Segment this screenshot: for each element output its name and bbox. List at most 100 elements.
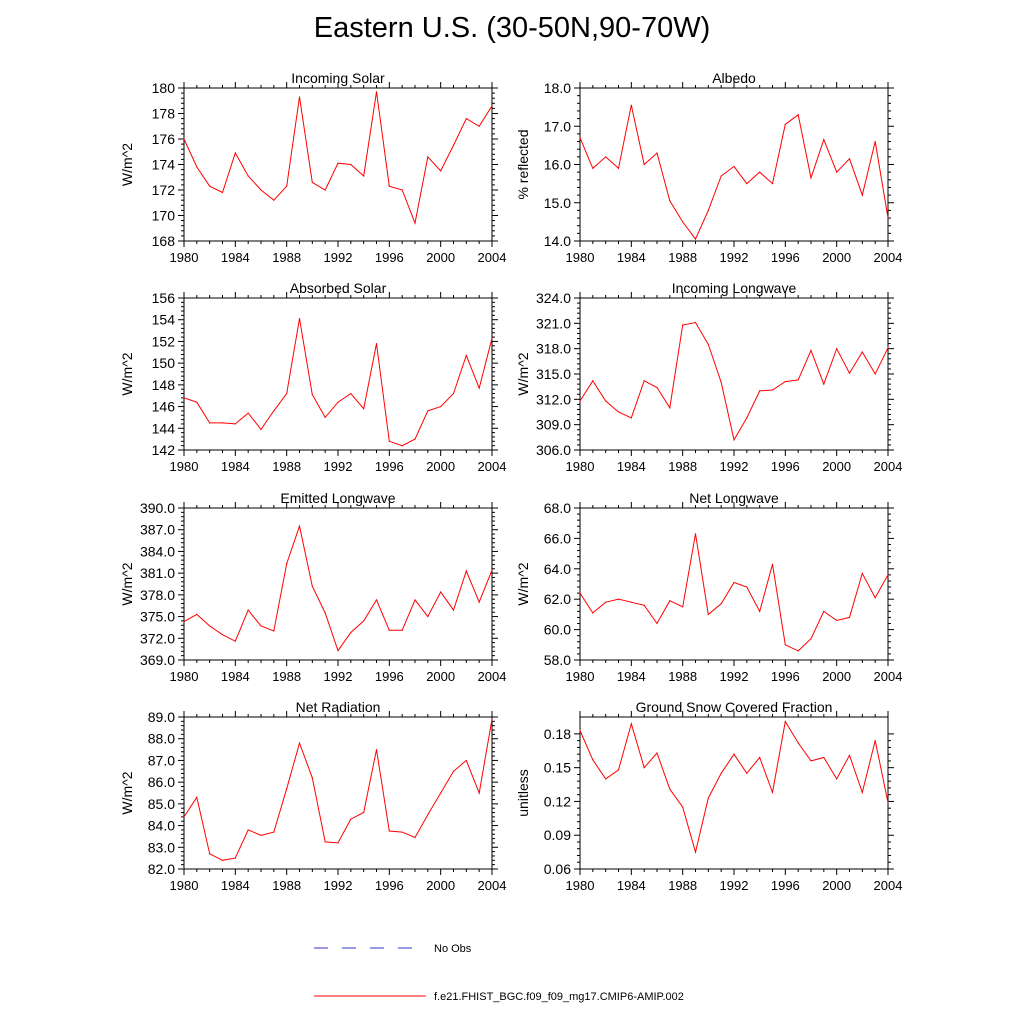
data-point bbox=[414, 222, 416, 224]
data-point bbox=[363, 811, 365, 814]
data-point bbox=[196, 401, 198, 403]
data-point bbox=[592, 380, 594, 382]
data-point bbox=[414, 599, 416, 601]
data-point bbox=[848, 754, 851, 756]
y-tick-label: 64.0 bbox=[544, 561, 571, 577]
x-tick-label: 1988 bbox=[668, 878, 697, 893]
panel-title: Ground Snow Covered Fraction bbox=[636, 699, 833, 715]
x-tick-label: 1988 bbox=[272, 459, 301, 474]
y-tick-label: 156 bbox=[152, 290, 176, 306]
data-point bbox=[452, 770, 455, 772]
data-point bbox=[324, 416, 326, 419]
data-point bbox=[643, 604, 645, 606]
data-point bbox=[491, 718, 493, 720]
x-tick-label: 1996 bbox=[771, 459, 800, 474]
y-tick-label: 390.0 bbox=[140, 500, 175, 516]
data-point bbox=[311, 181, 313, 183]
data-point bbox=[491, 105, 493, 107]
x-tick-label: 2000 bbox=[822, 250, 851, 265]
series-line bbox=[579, 533, 889, 652]
data-point bbox=[260, 189, 262, 191]
x-tick-label: 1988 bbox=[272, 250, 301, 265]
y-axis-label: W/m^2 bbox=[515, 562, 531, 605]
data-point bbox=[733, 753, 735, 755]
x-tick-label: 1980 bbox=[170, 250, 199, 265]
data-point bbox=[273, 831, 275, 833]
data-point bbox=[771, 389, 774, 391]
x-tick-label: 2004 bbox=[478, 250, 507, 265]
data-point bbox=[630, 104, 632, 106]
y-tick-label: 152 bbox=[152, 333, 176, 349]
x-tick-label: 2000 bbox=[426, 250, 455, 265]
data-point bbox=[286, 392, 288, 395]
panel-title: Net Longwave bbox=[689, 490, 779, 506]
data-point bbox=[465, 570, 467, 572]
x-tick-label: 1980 bbox=[566, 459, 595, 474]
plot-frame bbox=[579, 507, 889, 661]
y-axis-label: W/m^2 bbox=[119, 771, 135, 814]
x-tick-label: 2000 bbox=[426, 878, 455, 893]
data-point bbox=[784, 720, 786, 723]
data-point bbox=[221, 191, 224, 194]
data-point bbox=[759, 390, 761, 392]
data-point bbox=[579, 137, 581, 139]
data-point bbox=[643, 767, 645, 769]
x-tick-label: 2004 bbox=[478, 459, 507, 474]
data-point bbox=[797, 742, 799, 744]
data-point bbox=[848, 616, 851, 619]
series-line bbox=[579, 105, 889, 241]
data-point bbox=[720, 381, 722, 384]
data-point bbox=[720, 603, 722, 605]
panel-title: Emitted Longwave bbox=[280, 490, 395, 506]
data-point bbox=[579, 400, 581, 402]
y-tick-label: 146 bbox=[152, 399, 176, 415]
data-point bbox=[221, 634, 224, 636]
panel-title: Incoming Longwave bbox=[672, 280, 797, 296]
x-tick-label: 1984 bbox=[221, 250, 250, 265]
y-tick-label: 15.0 bbox=[544, 195, 571, 211]
data-point bbox=[669, 788, 671, 790]
data-point bbox=[478, 125, 480, 127]
data-point bbox=[848, 372, 851, 374]
data-point bbox=[771, 563, 774, 565]
y-tick-label: 16.0 bbox=[544, 157, 571, 173]
data-point bbox=[720, 772, 722, 774]
data-point bbox=[337, 842, 339, 844]
x-tick-label: 1992 bbox=[720, 669, 749, 684]
data-point bbox=[221, 859, 224, 861]
data-point bbox=[183, 138, 185, 140]
x-tick-label: 1996 bbox=[375, 459, 404, 474]
data-point bbox=[337, 162, 339, 164]
data-point bbox=[247, 609, 249, 611]
y-tick-label: 66.0 bbox=[544, 530, 571, 546]
data-point bbox=[887, 347, 889, 349]
y-tick-label: 176 bbox=[152, 131, 176, 147]
data-point bbox=[823, 756, 825, 759]
x-tick-label: 1992 bbox=[720, 250, 749, 265]
y-tick-label: 174 bbox=[152, 157, 176, 173]
data-point bbox=[605, 778, 607, 780]
data-point bbox=[247, 412, 249, 414]
data-point bbox=[375, 748, 378, 751]
series-line bbox=[183, 91, 493, 225]
data-point bbox=[694, 851, 697, 853]
data-point bbox=[427, 615, 429, 618]
data-point bbox=[682, 606, 684, 608]
x-tick-label: 1996 bbox=[771, 250, 800, 265]
x-tick-label: 1992 bbox=[324, 669, 353, 684]
data-point bbox=[350, 392, 352, 395]
data-point bbox=[643, 380, 645, 382]
x-tick-label: 2004 bbox=[478, 669, 507, 684]
data-point bbox=[592, 167, 594, 169]
x-tick-label: 1984 bbox=[617, 878, 646, 893]
data-point bbox=[401, 831, 403, 833]
y-tick-label: 172 bbox=[152, 182, 176, 198]
x-tick-label: 1996 bbox=[375, 878, 404, 893]
y-tick-label: 0.09 bbox=[544, 827, 571, 843]
x-tick-label: 1984 bbox=[617, 669, 646, 684]
x-tick-label: 1980 bbox=[170, 669, 199, 684]
data-point bbox=[363, 408, 365, 410]
x-tick-label: 1996 bbox=[771, 669, 800, 684]
data-point bbox=[682, 324, 684, 326]
data-point bbox=[617, 769, 620, 771]
